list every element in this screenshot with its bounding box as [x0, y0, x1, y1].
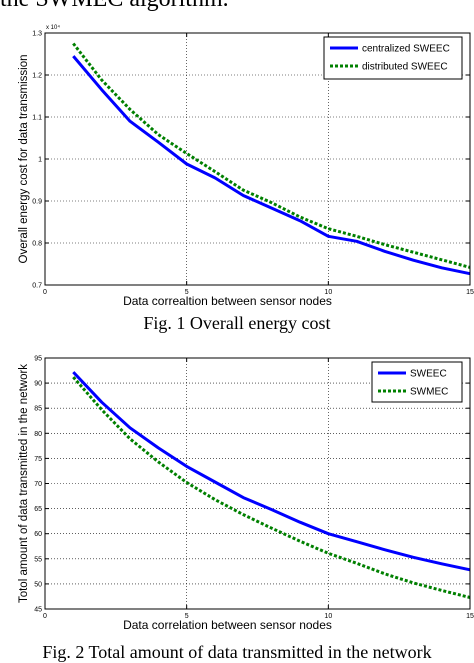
x-tick-label: 10 — [324, 289, 332, 296]
figure-1-caption: Fig. 1 Overall energy cost — [143, 313, 331, 333]
y-tick-label: 0.7 — [32, 283, 42, 290]
y-tick-label: 75 — [34, 456, 42, 463]
y-tick-label: 80 — [34, 431, 42, 438]
y-tick-label: 1.1 — [32, 115, 42, 122]
y-tick-label: 45 — [34, 607, 42, 614]
y-axis-label: Overall energy cost for data transmissio… — [18, 54, 30, 263]
x-tick-label: 0 — [43, 613, 47, 620]
legend-label-2: distributed SWEEC — [362, 62, 448, 73]
series-line-2 — [72, 376, 471, 599]
legend-box — [371, 361, 463, 403]
y-tick-label: 50 — [34, 581, 42, 588]
chart-2: 0 5 10 15 45 50 55 60 65 70 75 80 85 90 95 Data correla… — [18, 356, 474, 633]
y-multiplier-label: x 10⁴ — [46, 24, 60, 31]
y-tick-label: 1.3 — [32, 31, 42, 38]
x-tick-label: 5 — [185, 613, 189, 620]
y-tick-label: 55 — [34, 556, 42, 563]
y-tick-label: 85 — [34, 406, 42, 413]
x-tick-label: 15 — [466, 613, 474, 620]
y-tick-label: 90 — [34, 381, 42, 388]
y-tick-label: 60 — [34, 531, 42, 538]
y-tick-label: 1 — [38, 157, 42, 164]
x-axis-label: Data correlation between sensor nodes — [123, 618, 332, 632]
series-line-1 — [72, 371, 471, 572]
y-tick-label: 1.2 — [32, 73, 42, 80]
x-tick-label: 10 — [324, 613, 332, 620]
y-axis-label: Totol amount of data transmitted in the … — [18, 364, 30, 603]
legend-label-1: SWEEC — [410, 369, 447, 380]
series-line-2 — [72, 42, 471, 269]
x-tick-label: 15 — [466, 289, 474, 296]
legend-label-1: centralized SWEEC — [362, 44, 450, 55]
chart-1: 0 5 10 15 0.7 0.8 0.9 1 1.1 1.2 1.3 x 10⁴ Data corre… — [18, 24, 474, 308]
y-tick-label: 0.9 — [32, 199, 42, 206]
x-tick-label: 0 — [43, 289, 47, 296]
legend-box — [323, 36, 463, 80]
x-axis-label: Data correaltion between sensor nodes — [123, 294, 332, 308]
y-tick-label: 95 — [34, 356, 42, 363]
legend-label-2: SWMEC — [410, 387, 448, 398]
y-tick-label: 70 — [34, 481, 42, 488]
x-tick-label: 5 — [185, 289, 189, 296]
y-tick-label: 65 — [34, 506, 42, 513]
header-text: the SWMEC algorithm. — [0, 0, 229, 13]
series-line-1 — [72, 55, 471, 276]
y-tick-label: 0.8 — [32, 241, 42, 248]
